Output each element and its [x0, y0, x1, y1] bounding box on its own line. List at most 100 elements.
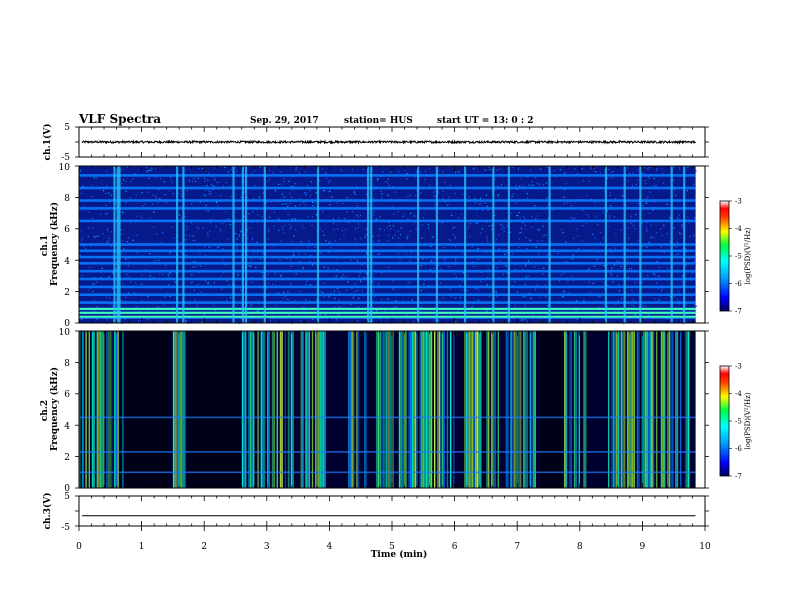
ch2-spec-burst	[279, 331, 282, 488]
ch1-spec-pixel	[407, 172, 409, 174]
ch1-spec-pixel	[438, 310, 440, 312]
ch2-spec-burst	[648, 331, 650, 488]
ch1-spec-pixel	[156, 233, 158, 235]
ch1-spec-pixel	[474, 198, 476, 200]
ch1-spec-pixel	[196, 264, 198, 266]
ch1-spec-pixel	[439, 300, 441, 302]
ch1-spec-pixel	[345, 276, 347, 278]
ch1-spec-pixel	[563, 290, 566, 292]
ch1-spec-pixel	[240, 224, 243, 226]
ch1-spec-pixel	[108, 314, 110, 316]
ch1-spec-pixel	[514, 268, 516, 270]
ch1-spec-pixel	[148, 177, 150, 180]
ch2-spec-burst	[390, 331, 393, 488]
ch1-spec-pixel	[486, 235, 488, 238]
ch1-spec-pixel	[484, 169, 486, 171]
ch2-spec-burst	[614, 331, 616, 488]
ch1-spec-pixel	[284, 224, 286, 226]
ch1-spec-pixel	[180, 260, 182, 262]
ch1-spec-pixel	[366, 193, 368, 195]
ch1-spec-pixel	[244, 288, 246, 290]
ch1-spec-pixel	[511, 212, 513, 214]
ch1-spec-pixel	[311, 264, 313, 266]
ch1-spec-pixel	[561, 229, 563, 231]
ch1-spec-pixel	[433, 183, 435, 185]
ch1-spec-pixel	[497, 195, 499, 197]
ch1-spec-band	[79, 262, 696, 265]
ch1-spec-pixel	[352, 211, 354, 213]
ch1-spec-pixel	[672, 296, 674, 298]
ch1-spec-pixel	[402, 300, 404, 302]
ch1-spec-pixel	[297, 210, 299, 212]
ch1-spec-pixel	[468, 196, 470, 198]
ch1-spec-pixel	[405, 178, 407, 180]
ch2-spec-burst	[91, 331, 94, 488]
ch1-spec-pixel	[123, 248, 125, 250]
ch1-spec-pixel	[153, 185, 155, 187]
ch1-spec-pixel	[532, 184, 534, 186]
ch1-spec-pixel	[610, 177, 612, 179]
ch1-spec-pixel	[331, 260, 333, 262]
ch1-spec-pixel	[280, 304, 282, 306]
ch1-spec-pixel	[646, 222, 648, 224]
ch1-spec-pixel	[641, 320, 643, 322]
ch2-spec-burst	[287, 331, 290, 488]
ch1-spec-pixel	[577, 172, 579, 175]
ch1-spec-pixel	[92, 217, 94, 219]
ch1-spec-pixel	[213, 205, 215, 207]
ch1-spec-pixel	[547, 314, 549, 316]
ch1-spec-pixel	[271, 189, 273, 191]
ch1-spec-pixel	[631, 304, 633, 306]
ch1-spec-pixel	[477, 248, 479, 250]
ch1-spec-pixel	[336, 287, 339, 290]
ch1-spec-pixel	[650, 235, 652, 238]
ch2-spec-burst	[429, 331, 431, 488]
ch1-spec-pixel	[446, 166, 448, 169]
ch1-spec-pixel	[581, 240, 583, 242]
ch1-spec-pixel	[599, 191, 601, 193]
ch1-spec-pixel	[81, 318, 83, 320]
ch1-spec-pixel	[486, 205, 488, 207]
ch1-spec-pixel	[287, 246, 289, 248]
ch1-spec-pixel	[298, 172, 300, 174]
ch1-spec-pixel	[125, 258, 127, 260]
ch1-spec-pixel	[535, 218, 537, 220]
ch1-spec-pixel	[534, 282, 536, 284]
ch1-spec-pixel	[144, 203, 146, 205]
ch1-spec-pixel	[95, 281, 97, 283]
ch1-spec-pixel	[662, 182, 664, 184]
ch1-spec-pixel	[649, 228, 651, 230]
ch1-spec-pixel	[409, 281, 411, 283]
ch2-spec-burst	[414, 331, 417, 488]
ch1-spec-pixel	[191, 203, 193, 205]
ch1-spec-pixel	[301, 297, 303, 299]
ch1-spec-pixel	[661, 189, 663, 191]
ch1-spec-pixel	[524, 224, 526, 226]
ch1-spec-pixel	[641, 222, 643, 224]
ch1-spec-pixel	[381, 272, 383, 274]
ch1-spec-pixel	[333, 290, 335, 292]
ch1-spec-pixel	[284, 295, 287, 298]
ch1-spec-pixel	[600, 232, 602, 234]
ch1-spec-pixel	[490, 251, 492, 254]
ch1-spec-pixel	[630, 215, 632, 217]
ch1-spec-pixel	[375, 239, 377, 241]
ch1-spec-pixel	[455, 258, 457, 261]
ch1-spec-pixel	[526, 193, 528, 195]
ch1-spec-pixel	[287, 205, 289, 208]
ch1-spec-pixel	[392, 288, 394, 290]
ch1-spec-pixel	[283, 291, 285, 293]
ch1-spec-pixel	[302, 201, 304, 204]
ch1-spec-pixel	[394, 191, 396, 193]
ch1-spec-pixel	[565, 183, 567, 185]
ch1-spec-pixel	[454, 238, 456, 240]
ch2-spec-ytick-8: 8	[64, 359, 70, 369]
ch2-spec-burst	[424, 331, 426, 488]
ch1-spec-pixel	[79, 254, 81, 256]
ch1-spec-pixel	[693, 260, 695, 262]
ch1-spec-pixel	[524, 304, 526, 306]
ch2-spec-burst	[534, 331, 536, 488]
ch1-spec-pixel	[449, 197, 451, 199]
ch1-spec-pixel	[449, 222, 451, 224]
ch1-spec-pixel	[362, 314, 364, 316]
